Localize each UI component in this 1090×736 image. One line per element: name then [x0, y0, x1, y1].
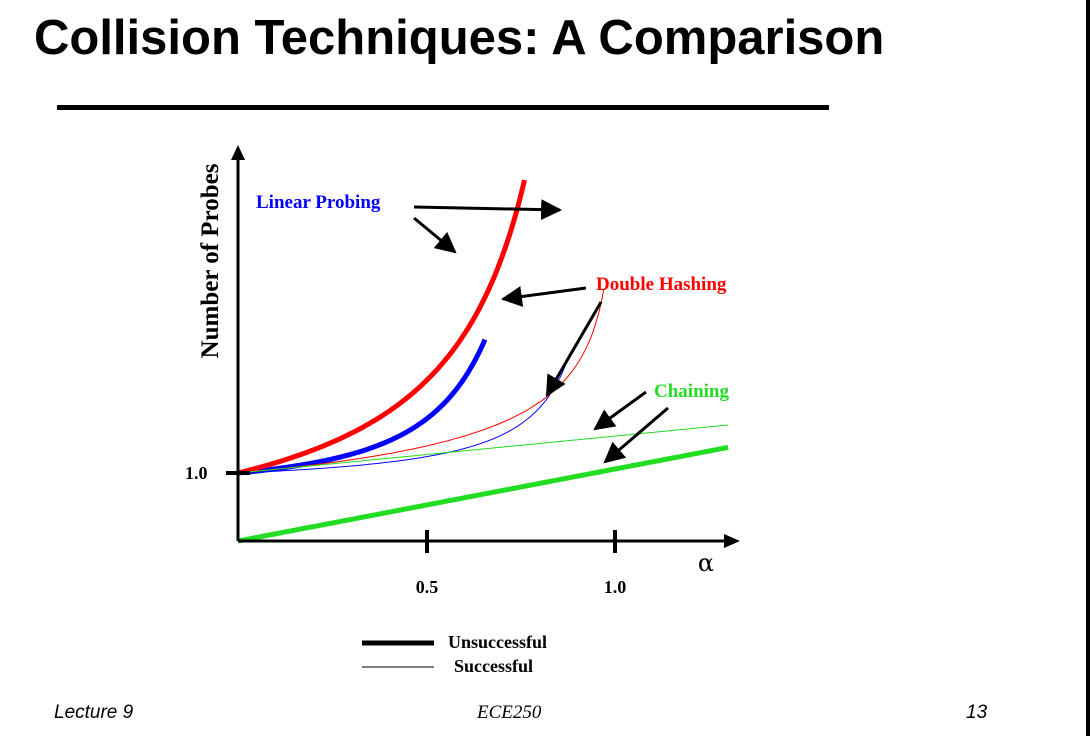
linear-probing-arrow-to-successful [413, 199, 563, 221]
legend-unsuccessful-label: Unsuccessful [448, 632, 547, 652]
chaining-arrow-to-unsuccessful [603, 406, 669, 464]
x-axis-label: α [698, 549, 714, 577]
x-tick-label: 1.0 [604, 577, 627, 597]
footer-lecture: Lecture 9 [54, 702, 134, 723]
series-linear-probing-unsuccessful [237, 338, 488, 476]
footer-course: ECE250 [477, 702, 542, 723]
double-hashing-arrow-to-successful [545, 301, 603, 397]
chaining-label: Chaining [654, 381, 729, 402]
chart-series-group [237, 179, 729, 544]
slide-title: Collision Techniques: A Comparison [34, 11, 885, 65]
chaining-arrow-to-successful [593, 390, 647, 431]
x-axis-arrow-icon [724, 534, 740, 548]
series-linear-probing-successful [237, 353, 571, 474]
series-double-hashing-successful [237, 289, 605, 474]
title-underline [57, 105, 829, 110]
y-tick-label: 1.0 [185, 463, 208, 483]
x-tick-label: 0.5 [416, 577, 439, 597]
double-hashing-arrow-to-unsuccessful [500, 286, 587, 307]
series-chaining-unsuccessful [237, 444, 729, 544]
probe-comparison-chart: 0.5 1.0 1.0 α Number of Probes Linear Pr… [185, 145, 740, 676]
footer-page-number: 13 [966, 702, 988, 723]
window-edge [1086, 0, 1090, 736]
series-chaining-successful [237, 424, 729, 474]
series-double-hashing-unsuccessful [237, 179, 527, 476]
double-hashing-label: Double Hashing [596, 274, 727, 295]
y-axis-label: Number of Probes [197, 163, 224, 358]
y-axis-arrow-icon [231, 145, 245, 160]
linear-probing-arrow-to-unsuccessful [413, 216, 457, 254]
linear-probing-label: Linear Probing [256, 192, 381, 213]
legend-successful-label: Successful [454, 656, 533, 676]
